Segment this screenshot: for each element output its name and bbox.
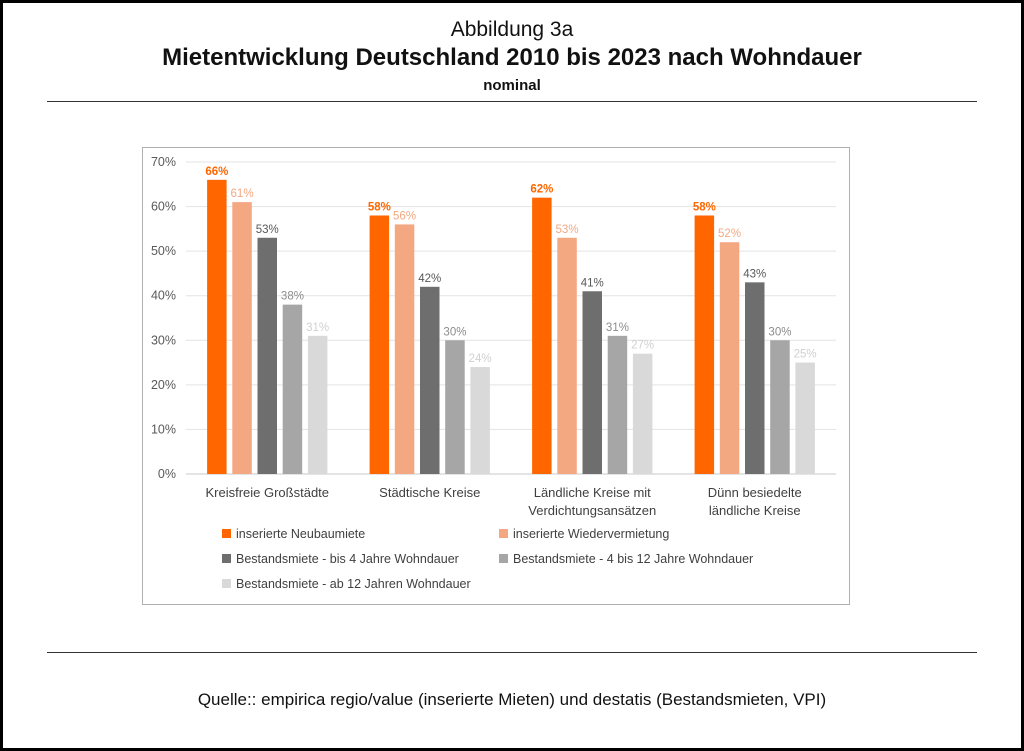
bar-chart: 0% 10% 20% 30% 40% 50% 60% 70% 66%61% 53% 38% 31% Kr… (151, 155, 836, 591)
data-label: 24% (469, 353, 492, 365)
bar (257, 237, 277, 474)
data-label: 53% (556, 224, 579, 236)
bar (770, 340, 790, 474)
x-tick-label: ländliche Kreise (709, 503, 801, 518)
y-tick-label: 50% (151, 244, 176, 258)
legend-swatch (222, 579, 231, 588)
x-tick-label: Kreisfreie Großstädte (205, 485, 329, 500)
divider-bottom (47, 652, 977, 653)
y-tick-label: 30% (151, 333, 176, 347)
x-tick-label: Verdichtungsansätzen (528, 503, 656, 518)
bar (445, 340, 465, 474)
data-label: 56% (393, 210, 416, 222)
data-label: 27% (631, 340, 654, 352)
legend-swatch (222, 529, 231, 538)
x-tick-label: Ländliche Kreise mit (534, 485, 651, 500)
data-label: 66% (205, 166, 228, 178)
figure-number: Abbildung 3a (450, 18, 574, 41)
legend-label: inserierte Wiedervermietung (513, 527, 669, 541)
legend-label: inserierte Neubaumiete (236, 527, 365, 541)
data-label: 31% (306, 322, 329, 334)
y-tick-label: 20% (151, 378, 176, 392)
chart-subtitle: nominal (483, 77, 541, 94)
legend-swatch (222, 554, 231, 563)
y-tick-label: 10% (151, 422, 176, 436)
data-label: 25% (794, 349, 817, 361)
legend-swatch (499, 529, 508, 538)
bar (532, 197, 552, 474)
data-label: 58% (693, 201, 716, 213)
bar (719, 242, 740, 474)
bar (795, 362, 815, 474)
source-note: Quelle:: empirica regio/value (inseriert… (197, 690, 827, 709)
data-label: 52% (718, 228, 741, 240)
data-label: 42% (418, 273, 441, 285)
bar (632, 353, 653, 474)
bar (369, 215, 390, 474)
x-tick-label: Städtische Kreise (379, 485, 480, 500)
legend-swatch (499, 554, 508, 563)
legend-label: Bestandsmiete - bis 4 Jahre Wohndauer (236, 552, 459, 566)
data-label: 38% (281, 291, 304, 303)
data-label: 53% (256, 224, 279, 236)
data-label: 31% (606, 322, 629, 334)
y-tick-label: 40% (151, 289, 176, 303)
y-tick-label: 60% (151, 200, 176, 214)
data-label: 58% (368, 201, 391, 213)
data-label: 62% (530, 184, 553, 196)
bar (582, 291, 602, 474)
bar (394, 224, 415, 474)
data-label: 41% (581, 277, 604, 289)
bar (420, 286, 440, 474)
bar (694, 215, 715, 474)
y-tick-label: 70% (151, 155, 176, 169)
data-label: 30% (443, 326, 466, 338)
y-tick-label: 0% (158, 467, 176, 481)
bar (745, 282, 765, 474)
bar (470, 367, 490, 474)
bar (207, 179, 227, 475)
divider-top (47, 101, 977, 102)
bar (307, 335, 328, 474)
bar (607, 335, 628, 474)
bar (282, 304, 303, 474)
data-label: 61% (231, 188, 254, 200)
x-tick-label: Dünn besiedelte (708, 485, 802, 500)
chart-title: Mietentwicklung Deutschland 2010 bis 202… (162, 44, 862, 71)
data-label: 43% (743, 268, 766, 280)
bar (557, 237, 577, 474)
legend-label: Bestandsmiete - 4 bis 12 Jahre Wohndauer (513, 552, 753, 566)
legend-label: Bestandsmiete - ab 12 Jahren Wohndauer (236, 577, 471, 591)
data-label: 30% (768, 326, 791, 338)
bar (232, 202, 252, 474)
